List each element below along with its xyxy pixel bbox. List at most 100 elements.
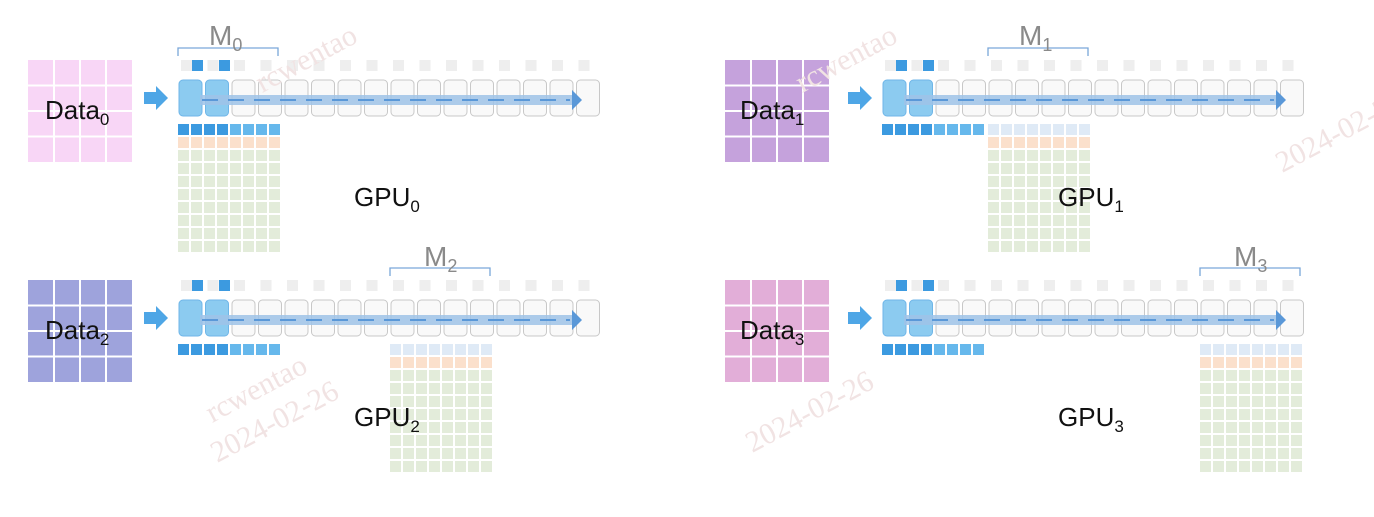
memory-cell bbox=[468, 448, 479, 459]
grad-square-pale bbox=[481, 344, 492, 355]
grad-square-pale bbox=[429, 344, 440, 355]
memory-cell bbox=[1213, 370, 1224, 381]
grad-square bbox=[178, 124, 189, 135]
memory-cell bbox=[1079, 228, 1090, 239]
grad-square bbox=[973, 344, 984, 355]
optimizer-cell bbox=[1291, 357, 1302, 368]
top-strip-cell bbox=[1229, 60, 1241, 71]
memory-cell bbox=[1079, 202, 1090, 213]
memory-cell bbox=[191, 163, 202, 174]
memory-cell bbox=[1265, 461, 1276, 472]
memory-cell bbox=[1014, 189, 1025, 200]
top-strip-cell bbox=[419, 60, 431, 71]
grad-square-pale bbox=[1252, 344, 1263, 355]
memory-cell bbox=[1213, 435, 1224, 446]
top-strip-cell bbox=[1150, 280, 1161, 291]
memory-cell bbox=[178, 202, 189, 213]
memory-cell bbox=[455, 461, 466, 472]
memory-cell bbox=[481, 409, 492, 420]
top-strip-cell bbox=[260, 280, 272, 291]
grad-square bbox=[960, 344, 971, 355]
top-strip-active bbox=[192, 60, 203, 71]
memory-cell bbox=[1239, 461, 1250, 472]
optimizer-cell bbox=[442, 357, 453, 368]
memory-cell bbox=[1239, 396, 1250, 407]
top-strip-cell bbox=[552, 60, 563, 71]
grad-square bbox=[243, 344, 254, 355]
grad-square-pale bbox=[1213, 344, 1224, 355]
grad-square bbox=[178, 344, 189, 355]
memory-cell bbox=[1200, 409, 1211, 420]
memory-cell bbox=[230, 228, 241, 239]
grad-square-pale bbox=[1265, 344, 1276, 355]
top-strip-cell bbox=[1123, 60, 1135, 71]
top-strip-cell bbox=[911, 280, 923, 291]
memory-cell bbox=[1252, 396, 1263, 407]
memory-cell bbox=[1200, 422, 1211, 433]
memory-cell bbox=[416, 409, 427, 420]
memory-cell bbox=[217, 163, 228, 174]
top-strip-cell bbox=[1044, 60, 1055, 71]
memory-cell bbox=[256, 241, 267, 252]
optimizer-cell bbox=[1079, 137, 1090, 148]
optimizer-cell bbox=[243, 137, 254, 148]
memory-cell bbox=[1226, 448, 1237, 459]
top-strip-cell bbox=[1017, 60, 1029, 71]
memory-cell bbox=[1066, 189, 1077, 200]
memory-cell bbox=[230, 176, 241, 187]
memory-cell bbox=[1040, 189, 1051, 200]
memory-cell bbox=[1053, 176, 1064, 187]
memory-cell bbox=[1226, 383, 1237, 394]
memory-cell bbox=[1066, 241, 1077, 252]
memory-cell bbox=[1053, 150, 1064, 161]
memory-cell bbox=[1252, 370, 1263, 381]
memory-cell bbox=[1226, 461, 1237, 472]
memory-cell bbox=[988, 228, 999, 239]
memory-cell bbox=[1252, 461, 1263, 472]
grad-square-pale bbox=[1014, 124, 1025, 135]
memory-cell bbox=[403, 383, 414, 394]
memory-cell bbox=[1040, 202, 1051, 213]
optimizer-cell bbox=[1252, 357, 1263, 368]
top-strip-cell bbox=[991, 280, 1002, 291]
memory-cell bbox=[1291, 409, 1302, 420]
top-strip-active bbox=[896, 60, 907, 71]
memory-cell bbox=[230, 163, 241, 174]
data-label: Data0 bbox=[45, 95, 110, 129]
optimizer-cell bbox=[988, 137, 999, 148]
memory-cell bbox=[468, 422, 479, 433]
top-strip-cell bbox=[1256, 280, 1267, 291]
memory-cell bbox=[1265, 409, 1276, 420]
top-strip-cell bbox=[1282, 280, 1294, 291]
grad-square-pale bbox=[442, 344, 453, 355]
top-strip-cell bbox=[938, 280, 949, 291]
memory-cell bbox=[269, 163, 280, 174]
memory-cell bbox=[429, 435, 440, 446]
memory-cell bbox=[178, 189, 189, 200]
top-strip-cell bbox=[911, 60, 923, 71]
memory-cell bbox=[256, 163, 267, 174]
gpu-label: GPU1 bbox=[1058, 182, 1124, 216]
memory-cell bbox=[1213, 422, 1224, 433]
optimizer-cell bbox=[178, 137, 189, 148]
grad-square-pale bbox=[455, 344, 466, 355]
memory-cell bbox=[1252, 435, 1263, 446]
memory-cell bbox=[390, 435, 401, 446]
memory-cell bbox=[390, 396, 401, 407]
memory-cell bbox=[429, 448, 440, 459]
memory-cell bbox=[468, 383, 479, 394]
memory-cell bbox=[1200, 383, 1211, 394]
memory-cell bbox=[455, 409, 466, 420]
top-strip-cell bbox=[499, 280, 510, 291]
top-strip-cell bbox=[578, 60, 590, 71]
memory-cell bbox=[1213, 396, 1224, 407]
memory-cell bbox=[390, 383, 401, 394]
top-strip-cell bbox=[1282, 60, 1294, 71]
memory-cell bbox=[1278, 409, 1289, 420]
memory-cell bbox=[269, 150, 280, 161]
top-strip-cell bbox=[234, 280, 245, 291]
memory-cell bbox=[178, 150, 189, 161]
optimizer-cell bbox=[429, 357, 440, 368]
input-arrow bbox=[144, 86, 168, 110]
memory-cell bbox=[269, 215, 280, 226]
